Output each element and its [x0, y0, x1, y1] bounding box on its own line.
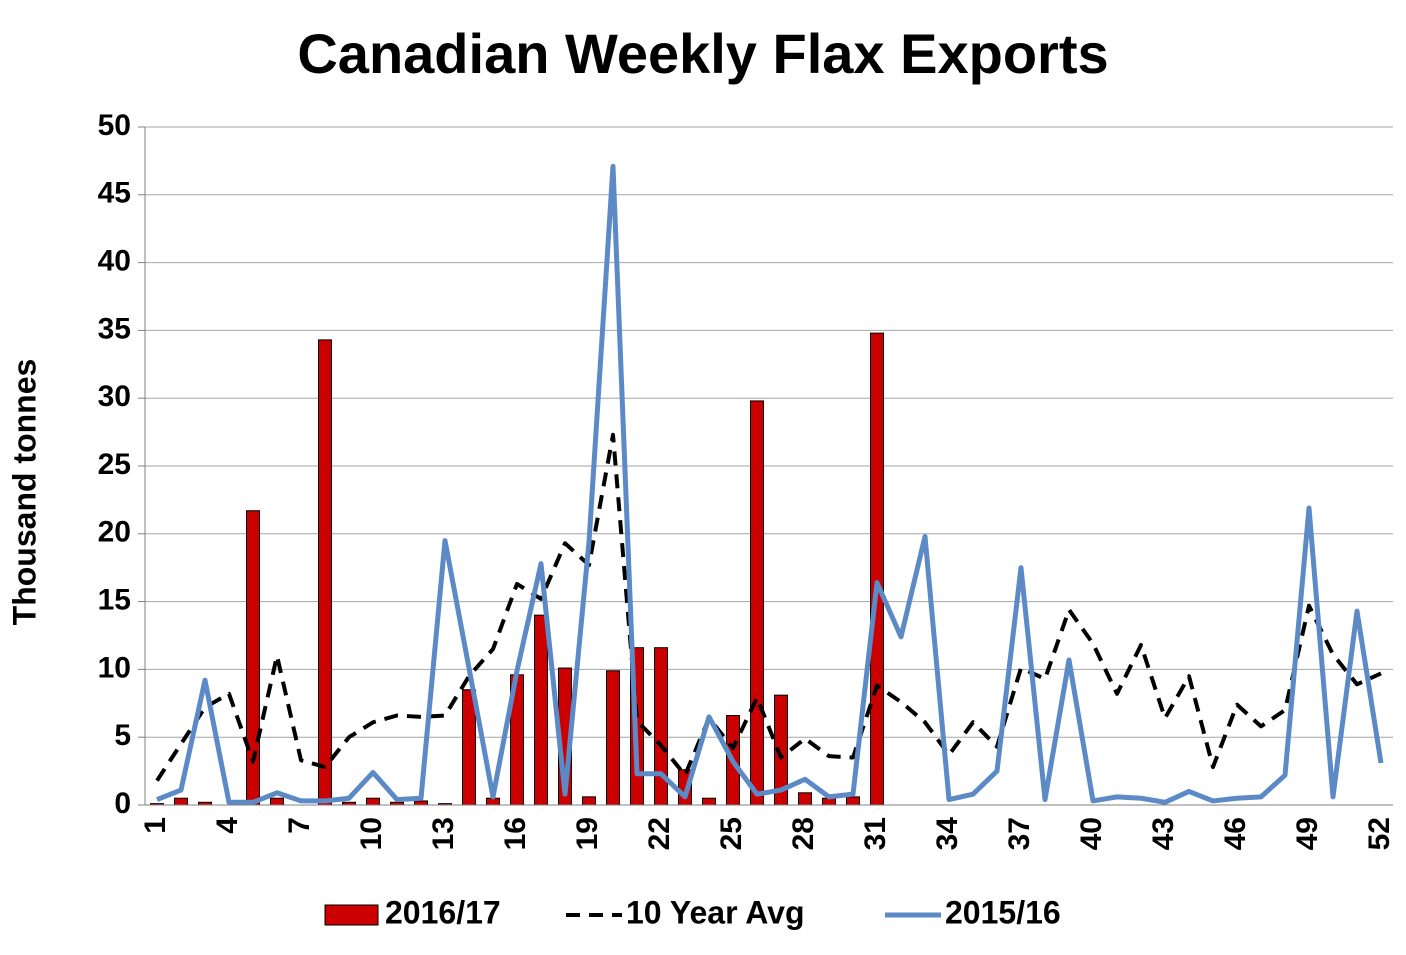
y-tick-label: 25 [98, 448, 131, 481]
x-tick-label: 22 [643, 817, 676, 850]
y-tick-label: 30 [98, 380, 131, 413]
x-tick-label: 43 [1147, 817, 1180, 850]
x-tick-label: 19 [571, 817, 604, 850]
y-tick-label: 0 [114, 787, 131, 820]
x-tick-label: 13 [427, 817, 460, 850]
line-series [156, 163, 1384, 805]
legend-swatch [324, 904, 379, 926]
y-tick-label: 5 [114, 719, 131, 752]
bar [534, 614, 548, 806]
bar [702, 797, 716, 806]
y-tick-label: 40 [98, 245, 131, 278]
bar [318, 339, 332, 806]
x-tick-label: 10 [355, 817, 388, 850]
legend-label: 2015/16 [945, 894, 1061, 930]
y-tick-label: 50 [98, 109, 131, 142]
x-tick-label: 40 [1075, 817, 1108, 850]
bar [174, 797, 188, 806]
x-tick-label: 37 [1003, 817, 1036, 850]
y-axis-label: Thousand tonnes [6, 359, 42, 626]
y-tick-label: 10 [98, 651, 131, 684]
bar [870, 332, 884, 806]
bar [582, 796, 596, 806]
x-tick-label: 49 [1291, 817, 1324, 850]
bar [750, 400, 764, 806]
x-tick-label: 34 [931, 817, 964, 851]
bar [606, 670, 620, 806]
x-tick-label: 52 [1363, 817, 1396, 850]
chart-title: Canadian Weekly Flax Exports [297, 22, 1108, 85]
bar [798, 792, 812, 806]
legend-label: 10 Year Avg [626, 894, 805, 930]
bar [846, 796, 860, 806]
y-tick-label: 45 [98, 177, 131, 210]
legend-label: 2016/17 [385, 894, 501, 930]
x-tick-label: 7 [283, 817, 316, 834]
bar [366, 797, 380, 806]
y-tick-label: 15 [98, 584, 131, 617]
x-tick-label: 25 [715, 817, 748, 850]
x-tick-label: 46 [1219, 817, 1252, 850]
y-tick-label: 20 [98, 516, 131, 549]
bar [270, 797, 284, 806]
x-tick-label: 4 [211, 817, 244, 834]
x-tick-label: 28 [787, 817, 820, 850]
x-tick-label: 31 [859, 817, 892, 850]
y-tick-label: 35 [98, 312, 131, 345]
bar [414, 800, 428, 806]
x-tick-label: 16 [499, 817, 532, 850]
bar [462, 689, 476, 806]
line-series [155, 432, 1382, 782]
x-tick-label: 1 [139, 817, 172, 834]
